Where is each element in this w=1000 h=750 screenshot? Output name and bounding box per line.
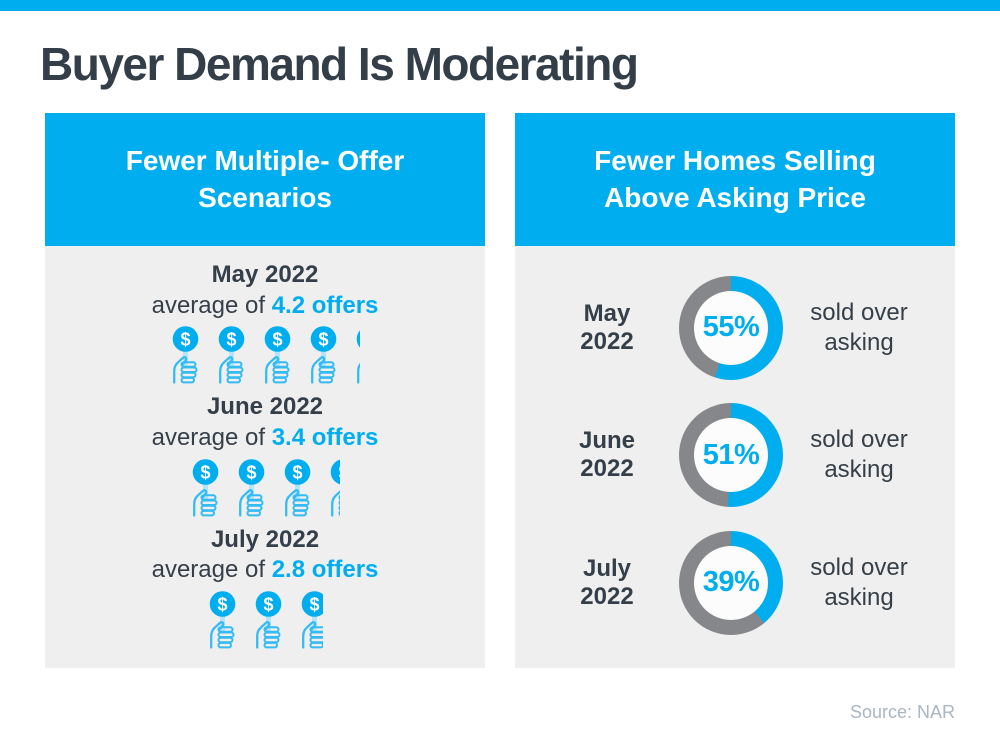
donut-chart: 51%: [679, 403, 783, 507]
dollar-thumbs-up-icon: $: [190, 458, 220, 517]
dollar-thumbs-up-icon: $: [262, 326, 292, 385]
page-title: Buyer Demand Is Moderating: [40, 38, 639, 90]
dollar-symbol: $: [272, 330, 282, 350]
offer-icon-row: $ $ $: [45, 591, 485, 649]
thumbs-up-icon: [239, 488, 264, 517]
donut-hole: 51%: [694, 418, 768, 492]
dollar-thumbs-up-icon: $: [308, 326, 338, 385]
dollar-symbol: $: [292, 462, 302, 482]
offer-icon-row: $ $ $: [45, 326, 485, 385]
offer-value-label: 4.2 offers: [271, 291, 379, 319]
thumbs-up-icon: [219, 356, 244, 385]
dollar-symbol: $: [226, 330, 236, 350]
dollar-circle-icon: [218, 326, 245, 353]
dollar-circle-icon: [356, 330, 360, 348]
infographic-page: Buyer Demand Is Moderating Fewer Multipl…: [0, 0, 1000, 722]
donut-panel-header: Fewer Homes Selling Above Asking Price: [515, 113, 955, 246]
thumbs-up-icon: [265, 356, 290, 385]
dollar-circle-icon: [330, 459, 340, 485]
donut-hole: 55%: [694, 290, 768, 365]
donut-month-label: June 2022: [578, 427, 635, 482]
dollar-circle-icon: [301, 591, 323, 617]
offer-month-label: June 2022: [206, 393, 324, 421]
offer-average-prefix: average of: [151, 423, 266, 451]
offers-panel-header: Fewer Multiple- Offer Scenarios: [45, 113, 485, 246]
donut-suffix-label: sold over asking: [810, 426, 908, 483]
thumbs-up-icon: [193, 488, 218, 517]
offer-average-prefix: average of: [151, 556, 266, 584]
offer-group-june: June 2022 average of 3.4 offers $: [45, 393, 485, 517]
offers-panel: Fewer Multiple- Offer Scenarios May 2022…: [45, 113, 485, 668]
dollar-thumbs-up-icon: $: [328, 459, 340, 517]
dollar-symbol: $: [217, 595, 227, 615]
thumbs-up-icon: [357, 363, 360, 385]
dollar-thumbs-up-icon: $: [207, 591, 237, 649]
dollar-thumbs-up-icon: $: [216, 326, 246, 385]
dollar-thumbs-up-icon: $: [354, 326, 360, 385]
dollar-circle-icon: [255, 591, 282, 617]
dollar-circle-icon: [264, 326, 291, 353]
dollar-circle-icon: [310, 326, 337, 353]
offer-average-prefix: average of: [151, 291, 266, 319]
dollar-symbol: $: [338, 462, 340, 482]
thumbs-up-icon: [331, 489, 340, 517]
thumbs-up-icon: [311, 356, 336, 385]
donut-group-june: June 2022 51% sold over asking: [515, 403, 955, 507]
donut-panel-body: May 2022 55% sold over asking June 2022 …: [515, 246, 955, 668]
panels-container: Fewer Multiple- Offer Scenarios May 2022…: [0, 113, 1000, 668]
thumbs-up-icon: [285, 488, 310, 517]
source-attribution: Source: NAR: [849, 702, 955, 722]
offer-icon-row: $ $ $: [45, 458, 485, 517]
offer-average-text: average of 4.2 offers: [45, 292, 485, 321]
donut-hole: 39%: [694, 545, 768, 620]
donut-chart: 55%: [679, 275, 783, 380]
donut-percent-label: 55%: [702, 311, 760, 343]
dollar-thumbs-up-icon: $: [236, 458, 266, 517]
offer-month-label: July 2022: [210, 525, 320, 553]
thumbs-up-icon: [256, 621, 281, 649]
dollar-symbol: $: [200, 462, 210, 482]
offer-average-text: average of 2.8 offers: [45, 556, 485, 585]
offers-panel-body: May 2022 average of 4.2 offers $: [45, 246, 485, 668]
donut-chart: 39%: [679, 530, 783, 635]
dollar-symbol: $: [309, 595, 319, 615]
dollar-thumbs-up-icon: $: [170, 326, 200, 385]
offer-month-label: May 2022: [211, 260, 319, 288]
dollar-symbol: $: [263, 595, 273, 615]
donut-percent-label: 51%: [702, 438, 760, 471]
donut-suffix-label: sold over asking: [810, 298, 908, 356]
top-accent-bar: [0, 0, 1000, 11]
dollar-circle-icon: [209, 591, 236, 617]
dollar-thumbs-up-icon: $: [299, 591, 323, 649]
donut-percent-label: 39%: [702, 566, 760, 598]
offer-average-text: average of 3.4 offers: [45, 424, 485, 453]
dollar-circle-icon: [238, 458, 265, 485]
donut-panel: Fewer Homes Selling Above Asking Price M…: [515, 113, 955, 668]
dollar-thumbs-up-icon: $: [253, 591, 283, 649]
dollar-symbol: $: [180, 330, 190, 350]
thumbs-up-icon: [210, 621, 235, 649]
offer-value-label: 3.4 offers: [271, 423, 379, 451]
dollar-thumbs-up-icon: $: [282, 458, 312, 517]
donut-group-july: July 2022 39% sold over asking: [515, 530, 955, 635]
offer-group-july: July 2022 average of 2.8 offers $: [45, 526, 485, 650]
donut-month-label: July 2022: [580, 554, 634, 610]
dollar-circle-icon: [192, 458, 219, 485]
donut-group-may: May 2022 55% sold over asking: [515, 275, 955, 380]
donut-suffix-label: sold over asking: [810, 553, 908, 611]
offer-value-label: 2.8 offers: [271, 556, 379, 584]
dollar-symbol: $: [246, 462, 256, 482]
donut-month-label: May 2022: [580, 299, 634, 355]
dollar-symbol: $: [318, 330, 328, 350]
dollar-circle-icon: [172, 326, 199, 353]
thumbs-up-icon: [302, 621, 323, 649]
thumbs-up-icon: [173, 356, 198, 385]
offer-group-may: May 2022 average of 4.2 offers $: [45, 261, 485, 385]
dollar-circle-icon: [284, 458, 311, 485]
